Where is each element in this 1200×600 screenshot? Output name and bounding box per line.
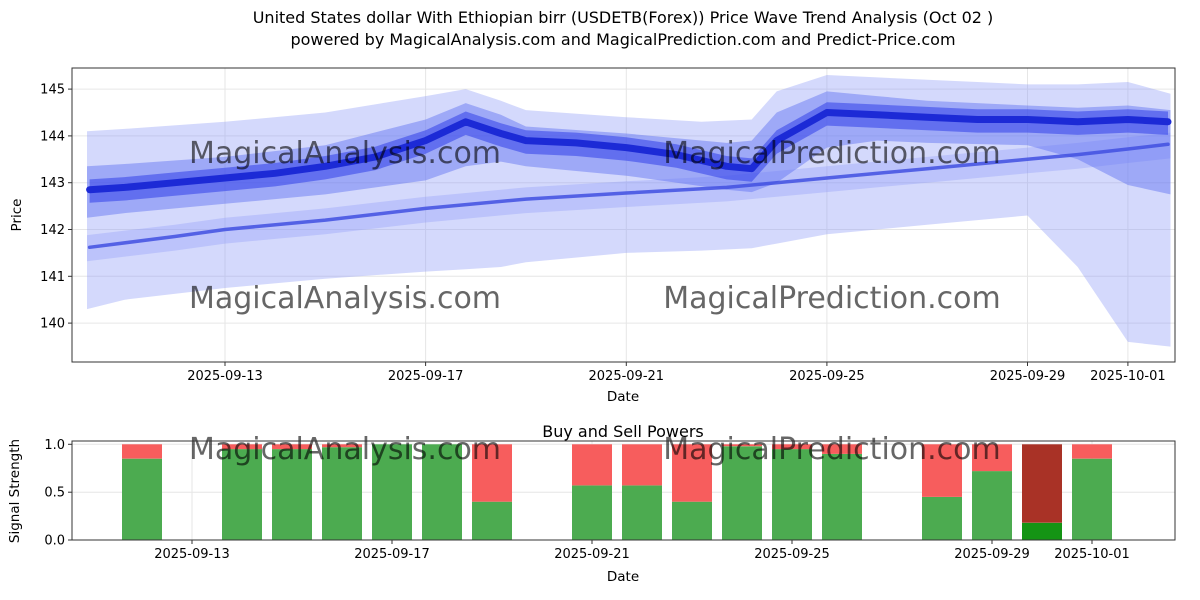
price-y-axis-label: Price [9,199,25,232]
x-tick-label: 2025-09-29 [990,369,1066,384]
bar-sell-segment [672,444,712,502]
price-chart-title-line2: powered by MagicalAnalysis.com and Magic… [290,30,955,49]
watermark-text: MagicalPrediction.com [663,281,1001,316]
x-tick-label: 2025-09-29 [954,547,1030,562]
plot-frame [71,440,1176,541]
bar-sell-segment [922,444,962,497]
watermark-text: MagicalAnalysis.com [189,136,501,171]
bar-sell-segment [972,444,1012,472]
static-labels-layer: United States dollar With Ethiopian birr… [7,8,993,585]
y-tick-label: 141 [40,270,65,285]
power-chart-title: Buy and Sell Powers [542,422,704,441]
y-tick-label: 1.0 [44,438,65,453]
watermark-text: MagicalAnalysis.com [189,432,501,467]
bar-buy-segment [1072,458,1112,540]
bar-sell-segment [322,444,362,448]
x-tick-label: 2025-09-13 [154,547,230,562]
x-tick-label: 2025-09-17 [388,369,464,384]
power-y-axis-label: Signal Strength [7,439,23,543]
watermark-text: MagicalAnalysis.com [189,281,501,316]
price-confidence-band-inner [89,102,1169,203]
bar-buy-segment [472,501,512,540]
bar-buy-segment [772,449,812,540]
y-tick-label: 145 [40,83,65,98]
bar-buy-segment [972,471,1012,540]
x-tick-label: 2025-10-01 [1054,547,1130,562]
secondary-trend-line [87,142,1170,250]
x-tick-label: 2025-09-21 [554,547,630,562]
watermark-text: MagicalPrediction.com [663,136,1001,171]
x-tick-label: 2025-09-25 [754,547,830,562]
power-x-axis-label: Date [607,569,639,585]
bar-buy-segment [672,501,712,540]
bar-sell-segment [472,444,512,502]
y-tick-label: 0.0 [44,534,65,549]
y-tick-label: 0.5 [44,486,65,501]
x-tick-label: 2025-10-01 [1090,369,1166,384]
price-confidence-band-outer [87,75,1171,347]
price-chart-title-line1: United States dollar With Ethiopian birr… [253,8,994,27]
bar-sell-segment [772,444,812,450]
x-tick-label: 2025-09-17 [354,547,430,562]
bar-buy-segment [922,497,962,540]
bar-buy-segment [322,447,362,540]
bar-sell-segment [1022,444,1062,523]
bar-sell-segment [1072,444,1112,459]
bar-buy-segment [372,444,412,540]
y-tick-label: 140 [40,317,65,332]
bar-buy-segment [422,444,462,540]
watermark-text: MagicalPrediction.com [663,432,1001,467]
bar-sell-segment [822,444,862,454]
y-tick-label: 144 [40,129,65,144]
bar-buy-segment [622,485,662,540]
y-tick-label: 142 [40,223,65,238]
bar-sell-segment [122,444,162,459]
bar-buy-segment [122,458,162,540]
price-x-axis-label: Date [607,389,639,405]
x-tick-label: 2025-09-25 [789,369,865,384]
bar-buy-segment [722,446,762,540]
bar-sell-segment [622,444,662,486]
bar-sell-segment [572,444,612,486]
bar-sell-segment [722,444,762,447]
bar-buy-segment [1022,522,1062,540]
bar-buy-segment [822,453,862,540]
x-tick-label: 2025-09-13 [187,369,263,384]
main-trend-line [86,109,1172,194]
bar-sell-segment [222,444,262,450]
price-confidence-band-secondary [87,132,1171,262]
dynamic-chart-layer: MagicalAnalysis.com MagicalPrediction.com… [40,67,1176,562]
bar-buy-segment [222,449,262,540]
y-tick-label: 143 [40,176,65,191]
x-tick-label: 2025-09-21 [589,369,665,384]
bar-buy-segment [572,485,612,540]
bar-sell-segment [272,444,312,450]
plot-frame [71,67,1176,363]
bar-buy-segment [272,449,312,540]
